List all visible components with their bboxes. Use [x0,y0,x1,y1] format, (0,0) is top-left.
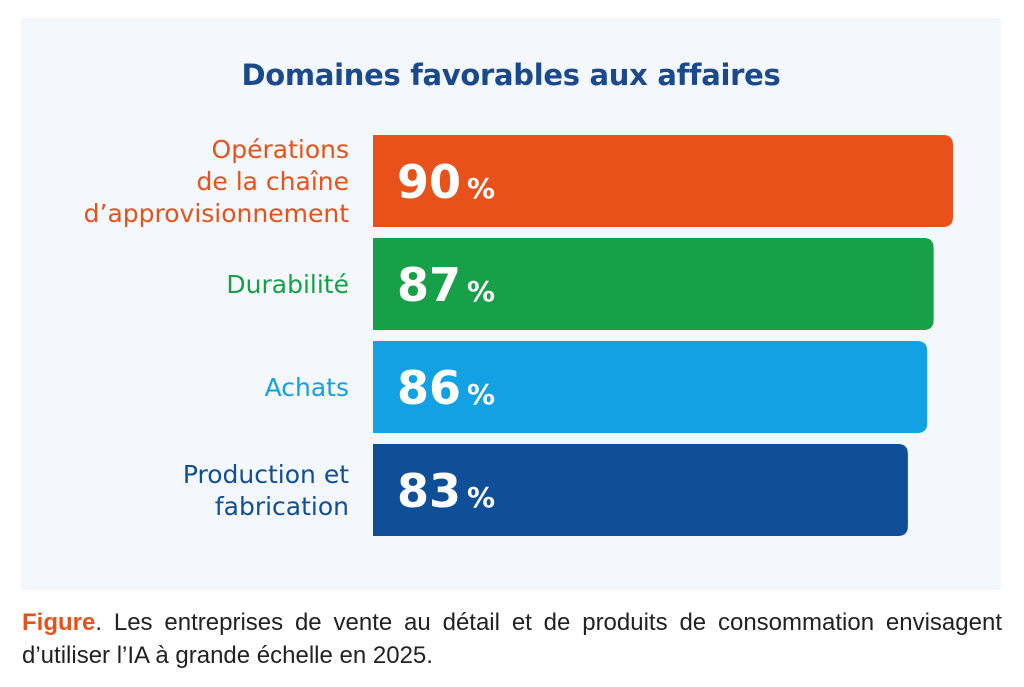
bar-1 [373,135,953,227]
value-label-1: 90% [397,155,495,209]
category-label-4: Production et fabrication [183,460,349,521]
category-label-1: Opérations de la chaîne d’approvisionnemen… [84,135,350,228]
value-label-3: 86% [397,361,495,415]
figure-caption: Figure. Les entreprises de vente au déta… [22,606,1002,672]
category-label-3: Achats [265,373,349,402]
caption-text: . Les entreprises de vente au détail et … [22,609,1002,669]
caption-label: Figure [22,609,96,636]
category-label-2: Durabilité [226,270,349,299]
bar-4 [373,444,908,536]
value-label-4: 83% [397,464,495,518]
chart-title: Domaines favorables aux affaires [241,58,781,92]
bar-chart: 90 % Opérations de la chaîne d’approvisionne… [84,135,953,536]
bar-2 [373,238,934,330]
chart-panel: Domaines favorables aux affaires 90% Opér… [21,18,1001,590]
value-label-2: 87% [397,258,495,312]
bar-3 [373,341,928,433]
